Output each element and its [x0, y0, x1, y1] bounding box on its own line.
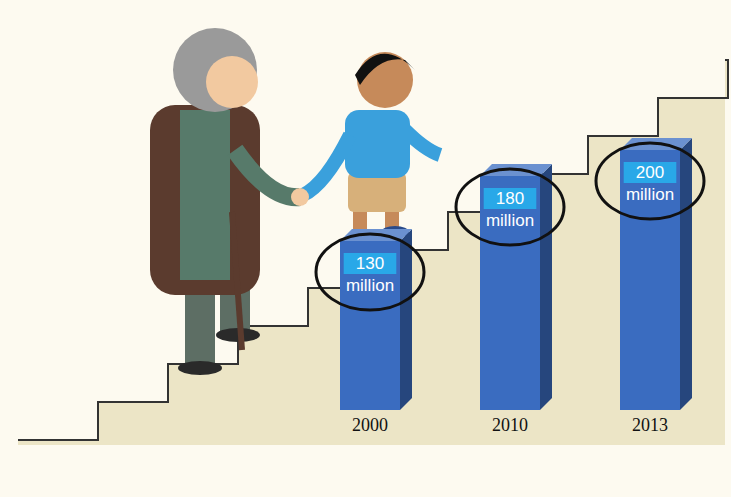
svg-text:million: million: [626, 185, 674, 204]
svg-text:180: 180: [496, 189, 524, 208]
svg-text:2010: 2010: [492, 415, 528, 435]
svg-text:130: 130: [356, 254, 384, 273]
svg-text:million: million: [346, 276, 394, 295]
svg-text:million: million: [486, 211, 534, 230]
svg-text:2000: 2000: [352, 415, 388, 435]
svg-text:200: 200: [636, 163, 664, 182]
svg-text:2013: 2013: [632, 415, 668, 435]
